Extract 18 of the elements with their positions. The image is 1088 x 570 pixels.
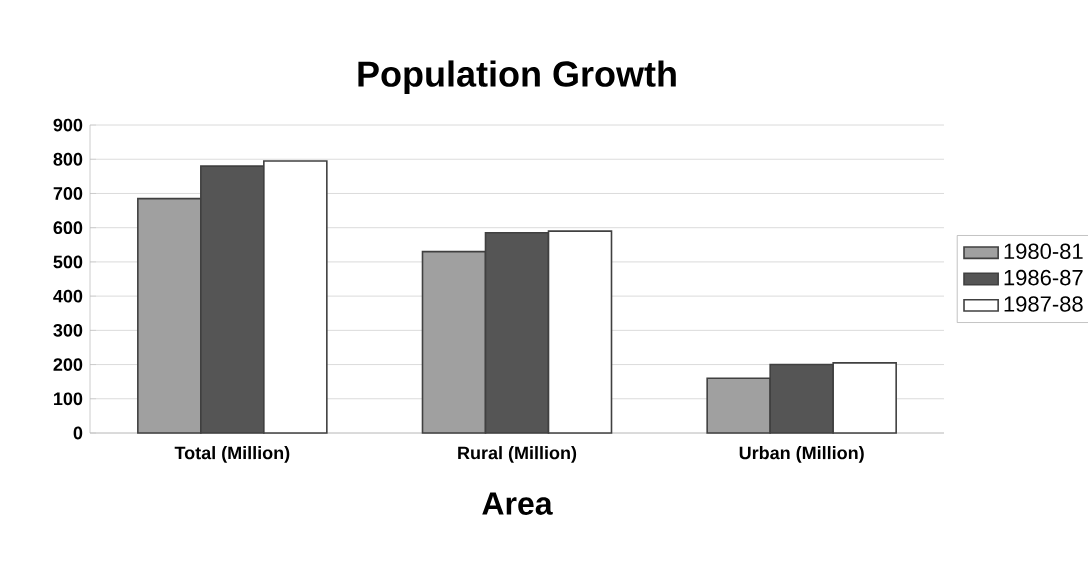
- legend-label: 1980-81: [1004, 243, 1083, 260]
- y-tick-label: 400: [53, 289, 83, 303]
- y-tick-label: 500: [53, 255, 83, 269]
- legend-label: 1986-87: [1004, 269, 1083, 286]
- y-tick-label: 700: [53, 187, 83, 200]
- legend-label: 1987-88: [1004, 296, 1083, 312]
- y-tick-label: 800: [53, 152, 83, 166]
- x-tick-label: Rural (Million): [458, 446, 577, 463]
- y-tick-label: 300: [53, 323, 83, 337]
- y-tick-label: 200: [53, 358, 83, 371]
- x-tick-label: Urban (Million): [739, 446, 864, 463]
- y-tick-label: 0: [73, 426, 83, 440]
- x-tick-label: Total (Million): [174, 446, 290, 463]
- y-tick-label: 100: [54, 392, 83, 406]
- x-axis-title: Area: [482, 492, 553, 515]
- chart-title: Population Growth: [358, 60, 676, 94]
- y-tick-label: 900: [53, 118, 83, 132]
- y-tick-label: 600: [53, 221, 83, 235]
